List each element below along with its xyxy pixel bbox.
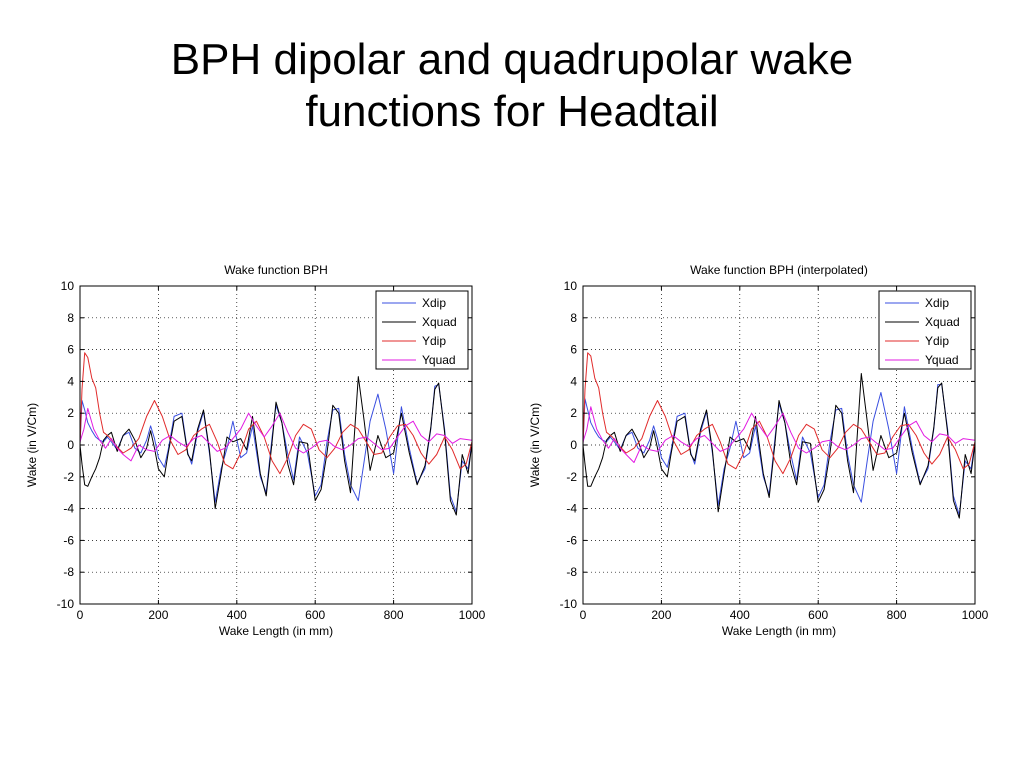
series-group xyxy=(80,352,472,516)
y-tick-label: -6 xyxy=(63,533,74,547)
y-axis-label: Wake (in V/Cm) xyxy=(25,403,39,487)
legend-label-ydip: Ydip xyxy=(422,334,446,348)
y-tick-label: -2 xyxy=(566,470,577,484)
y-tick-label: 2 xyxy=(570,406,577,420)
y-axis-label: Wake (in V/Cm) xyxy=(528,403,542,487)
chart-wake-function-bph: 0 200 400 600 800 1000 -10 -8 -6 -4 -2 0 2 4 6 8 10 Wake … xyxy=(25,263,486,638)
series-line-yquad xyxy=(80,407,472,462)
chart-wake-function-bph-interpolated: 0 200 400 600 800 1000 -10 -8 -6 -4 -2 0 2 4 6 8 10 Wake … xyxy=(528,263,989,638)
legend-label-yquad: Yquad xyxy=(422,353,456,367)
x-tick-label: 400 xyxy=(730,608,750,622)
y-tick-label: -8 xyxy=(63,565,74,579)
x-tick-label: 600 xyxy=(305,608,325,622)
x-tick-label: 400 xyxy=(227,608,247,622)
y-tick-label: 4 xyxy=(570,374,577,388)
y-tick-label: 4 xyxy=(67,374,74,388)
y-tick-label: 6 xyxy=(67,343,74,357)
series-group xyxy=(583,352,975,519)
legend-label-xdip: Xdip xyxy=(422,296,446,310)
y-tick-label: 8 xyxy=(570,311,577,325)
slide-title-line-1: BPH dipolar and quadrupolar wake xyxy=(170,35,854,84)
legend: Xdip Xquad Ydip Yquad xyxy=(878,290,972,370)
slide-title: BPH dipolar and quadrupolar wake functio… xyxy=(0,34,1024,138)
grid-lines xyxy=(583,286,975,604)
legend-label-xquad: Xquad xyxy=(925,315,960,329)
series-line-xquad xyxy=(80,376,472,516)
series-line-xquad xyxy=(583,373,975,519)
y-tick-label: 0 xyxy=(570,438,577,452)
legend: Xdip Xquad Ydip Yquad xyxy=(375,290,469,370)
x-tick-label: 200 xyxy=(651,608,671,622)
y-tick-label: -4 xyxy=(63,502,74,516)
y-tick-label: -2 xyxy=(63,470,74,484)
series-line-xdip xyxy=(583,384,975,516)
y-tick-label: 0 xyxy=(67,438,74,452)
legend-label-yquad: Yquad xyxy=(925,353,959,367)
y-tick-label: -8 xyxy=(566,565,577,579)
chart-title: Wake function BPH (interpolated) xyxy=(690,263,868,277)
x-tick-label: 1000 xyxy=(962,608,989,622)
y-tick-label: 10 xyxy=(61,279,75,293)
x-tick-label: 600 xyxy=(808,608,828,622)
y-tick-label: 6 xyxy=(570,343,577,357)
series-line-yquad xyxy=(583,406,975,463)
y-tick-label: -6 xyxy=(566,533,577,547)
y-tick-label: 10 xyxy=(564,279,578,293)
slide-title-line-2: functions for Headtail xyxy=(305,87,719,136)
x-tick-label: 1000 xyxy=(459,608,486,622)
legend-label-xquad: Xquad xyxy=(422,315,457,329)
y-tick-label: -4 xyxy=(566,502,577,516)
x-tick-label: 0 xyxy=(580,608,587,622)
x-tick-label: 0 xyxy=(77,608,84,622)
y-tick-label: -10 xyxy=(560,597,578,611)
x-axis-label: Wake Length (in mm) xyxy=(219,624,333,638)
x-axis-label: Wake Length (in mm) xyxy=(722,624,836,638)
x-tick-label: 800 xyxy=(887,608,907,622)
y-tick-label: 8 xyxy=(67,311,74,325)
legend-box xyxy=(878,290,972,370)
y-tick-label: -10 xyxy=(57,597,75,611)
y-tick-label: 2 xyxy=(67,406,74,420)
x-tick-label: 800 xyxy=(384,608,404,622)
legend-box xyxy=(375,290,469,370)
chart-title: Wake function BPH xyxy=(224,263,328,277)
series-line-xdip xyxy=(80,384,472,513)
legend-label-xdip: Xdip xyxy=(925,296,949,310)
x-tick-label: 200 xyxy=(148,608,168,622)
legend-label-ydip: Ydip xyxy=(925,334,949,348)
